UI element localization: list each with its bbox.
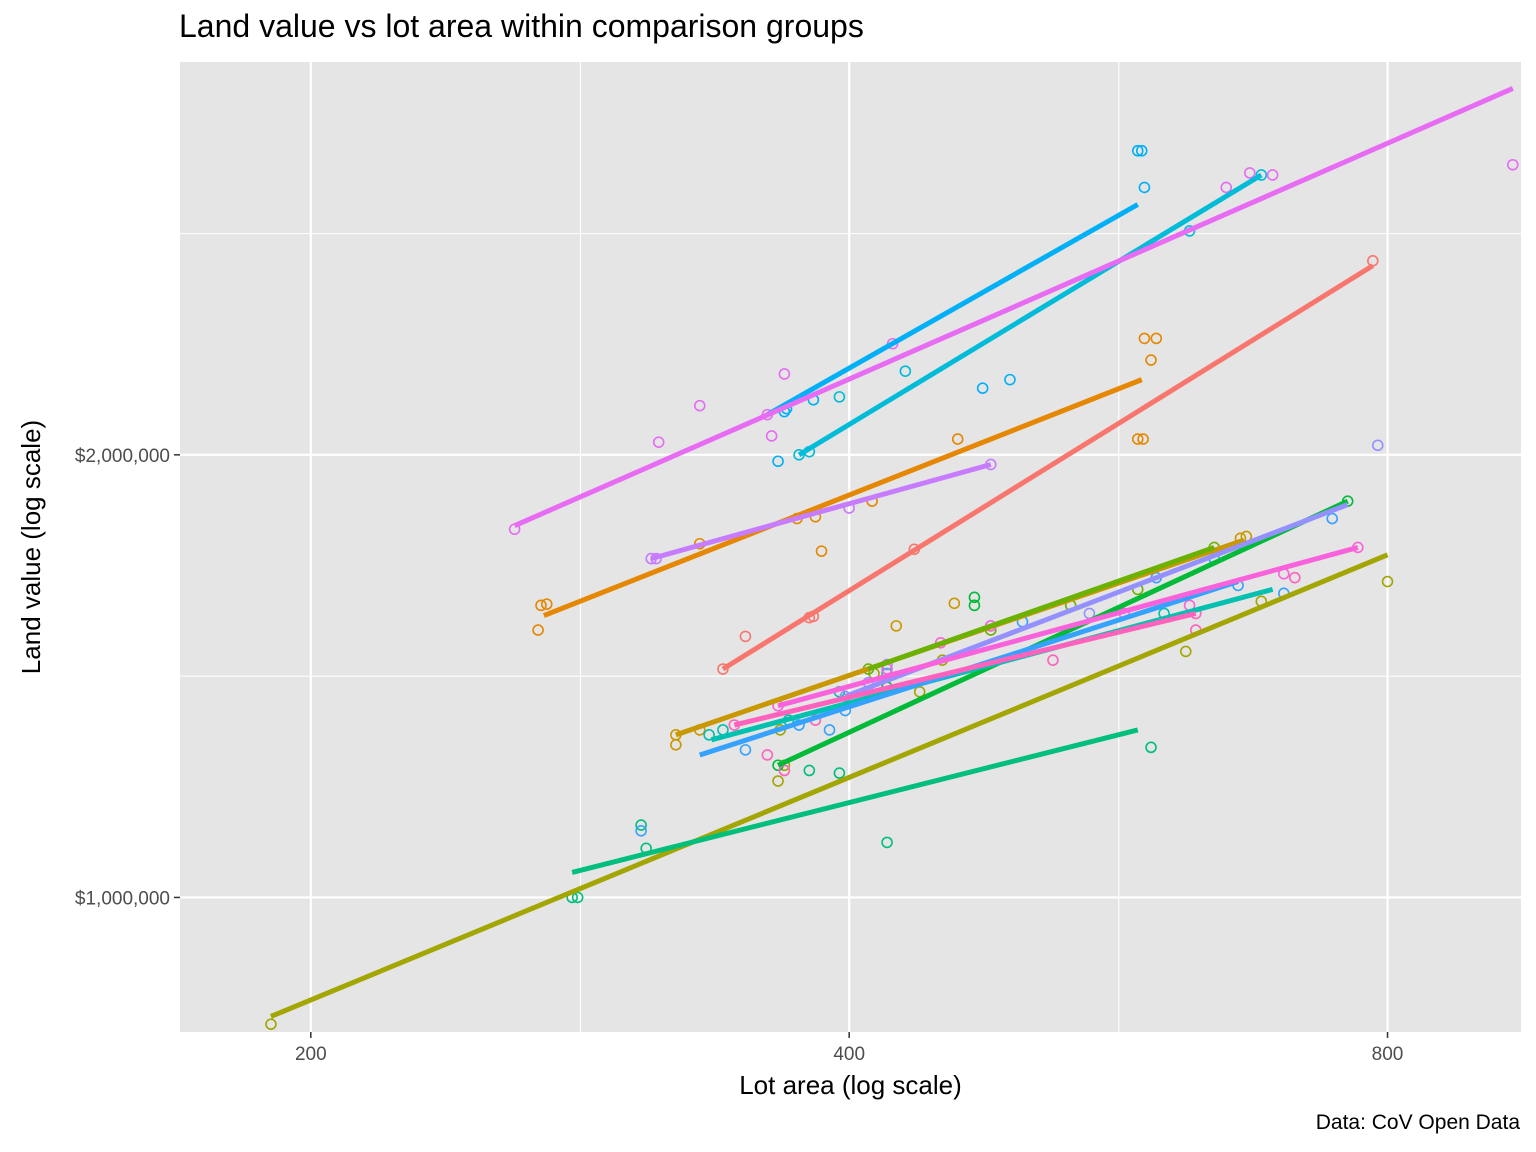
data-point xyxy=(899,365,912,377)
data-point xyxy=(890,620,903,632)
data-point xyxy=(703,729,715,741)
data-point xyxy=(1131,433,1144,445)
data-point xyxy=(778,368,791,380)
data-point xyxy=(833,767,846,779)
data-point xyxy=(833,391,846,403)
data-point xyxy=(1289,571,1301,584)
data-point xyxy=(650,552,662,565)
data-point xyxy=(693,399,706,412)
data-point xyxy=(739,630,752,643)
fit-line xyxy=(721,263,1375,672)
data-point xyxy=(1150,332,1163,345)
y-axis-ticks: $1,000,000 $2,000,000 xyxy=(75,446,180,909)
data-point xyxy=(772,775,784,787)
data-point xyxy=(1131,144,1144,157)
fit-line xyxy=(270,552,1389,1019)
y-tick-label: $1,000,000 xyxy=(75,888,170,909)
data-source-caption: Data: CoV Open Data xyxy=(1315,1111,1520,1134)
data-point xyxy=(532,624,544,636)
data-point xyxy=(717,663,729,675)
data-point xyxy=(803,764,816,777)
major-gridlines xyxy=(180,62,1521,1032)
fit-line xyxy=(542,377,1143,618)
data-point xyxy=(913,685,926,698)
data-point xyxy=(535,599,547,612)
data-point xyxy=(793,449,805,461)
data-point xyxy=(815,545,828,557)
data-point xyxy=(1137,433,1149,445)
x-tick-label: 800 xyxy=(1372,1044,1404,1065)
data-point xyxy=(765,430,778,442)
data-point xyxy=(948,597,961,610)
fit-line xyxy=(513,86,1514,528)
data-point xyxy=(1371,439,1384,452)
data-point xyxy=(823,724,836,736)
fit-line xyxy=(776,498,1349,768)
data-point xyxy=(881,836,893,849)
y-tick-label: $2,000,000 xyxy=(75,446,170,467)
data-point xyxy=(1004,373,1016,386)
plot-panel xyxy=(180,62,1521,1032)
data-point xyxy=(1381,575,1394,588)
data-point xyxy=(1220,181,1233,194)
data-point xyxy=(1138,181,1151,194)
x-axis-title: Lot area (log scale) xyxy=(739,1070,962,1100)
data-point xyxy=(1179,645,1192,658)
data-point xyxy=(1506,158,1519,171)
data-point xyxy=(1255,169,1268,181)
data-point xyxy=(1145,354,1157,366)
data-point xyxy=(635,819,647,831)
data-point xyxy=(772,455,784,468)
x-tick-label: 400 xyxy=(833,1044,865,1065)
data-point xyxy=(1266,169,1279,181)
fit-line xyxy=(766,202,1139,417)
fit-line xyxy=(650,462,992,562)
data-point xyxy=(951,433,964,445)
data-point xyxy=(739,744,752,756)
fit-line xyxy=(867,545,1216,672)
chart-title: Land value vs lot area within comparison… xyxy=(179,8,864,44)
fit-line xyxy=(571,727,1139,875)
data-point xyxy=(1138,332,1151,345)
data-point xyxy=(1145,741,1157,754)
data-point xyxy=(976,382,989,394)
fit-line xyxy=(777,545,1359,709)
data-point xyxy=(540,598,553,610)
data-point xyxy=(1135,144,1148,157)
data-point xyxy=(1047,654,1059,666)
data-point xyxy=(265,1018,277,1030)
x-axis-ticks: 200 400 800 xyxy=(295,1032,1403,1065)
data-point xyxy=(761,749,774,761)
y-axis-title: Land value (log scale) xyxy=(16,420,46,674)
fit-lines xyxy=(270,86,1514,1019)
data-point xyxy=(1326,512,1339,525)
fit-line xyxy=(733,611,1197,728)
x-tick-label: 200 xyxy=(295,1044,327,1065)
data-point xyxy=(635,825,647,837)
data-point xyxy=(1243,167,1256,179)
data-point xyxy=(778,764,791,777)
data-point xyxy=(652,436,665,448)
data-point xyxy=(968,591,981,604)
data-point xyxy=(968,599,981,612)
data-point xyxy=(571,891,584,904)
fit-line xyxy=(797,172,1263,457)
